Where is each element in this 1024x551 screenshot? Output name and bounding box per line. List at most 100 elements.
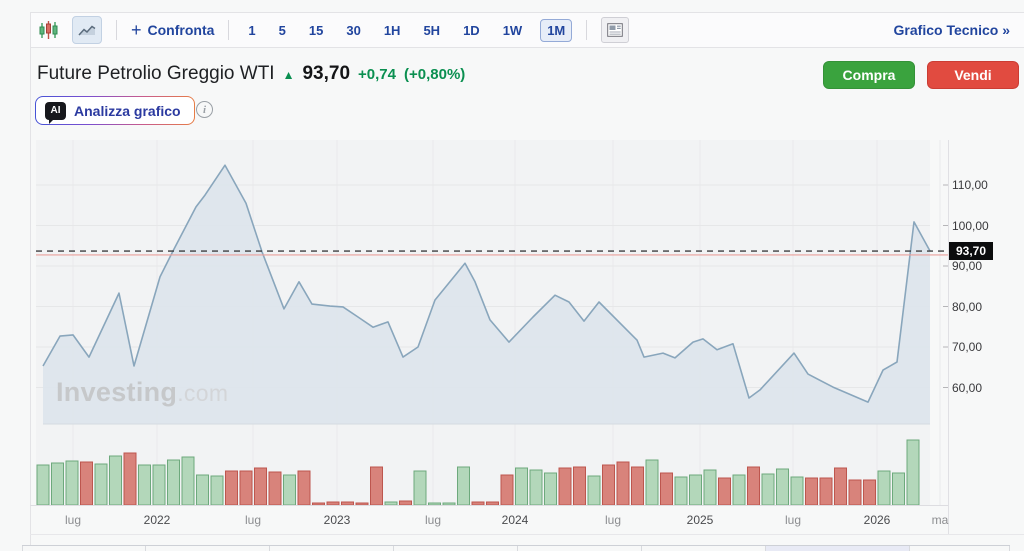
volume-bar xyxy=(239,470,253,505)
widget-left-border xyxy=(30,12,31,545)
x-axis-label: 2024 xyxy=(501,513,529,527)
price-change: +0,74 xyxy=(358,65,396,83)
table-cell xyxy=(394,546,518,551)
volume-bar xyxy=(631,466,644,505)
toolbar-separator xyxy=(228,20,230,40)
interval-1h[interactable]: 1H xyxy=(383,22,401,38)
last-price: 93,70 xyxy=(302,63,351,84)
table-cell xyxy=(518,546,642,551)
volume-bar xyxy=(312,502,325,505)
volume-bar xyxy=(442,502,456,505)
volume-bar xyxy=(906,439,920,505)
volume-bar xyxy=(167,459,180,505)
interval-15[interactable]: 15 xyxy=(308,22,324,38)
candlestick-chart-icon[interactable] xyxy=(39,19,58,41)
volume-bar xyxy=(341,501,354,505)
volume-bar xyxy=(877,470,891,505)
volume-bar xyxy=(283,474,296,505)
volume-bar xyxy=(196,474,209,505)
price-chart[interactable] xyxy=(30,140,948,505)
volume-bar xyxy=(36,464,50,505)
volume-bar xyxy=(210,475,224,505)
x-axis-label: lug xyxy=(64,513,81,527)
ai-badge-icon: AI xyxy=(45,101,66,124)
volume-bar xyxy=(384,501,398,505)
table-cell xyxy=(146,546,270,551)
price-line xyxy=(42,164,931,403)
interval-1d[interactable]: 1D xyxy=(463,22,480,38)
arrow-up-icon: ▲ xyxy=(282,68,295,82)
volume-bar xyxy=(776,468,789,505)
volume-bar xyxy=(892,472,905,505)
volume-bar xyxy=(863,479,876,505)
volume-bar xyxy=(109,455,122,505)
volume-bar xyxy=(370,466,383,505)
volume-bar xyxy=(515,467,528,505)
volume-bar xyxy=(326,501,340,505)
interval-buttons: 1 5 15 30 1H 5H 1D 1W 1M xyxy=(243,18,573,42)
volume-bar xyxy=(94,463,108,505)
ai-analyze-button[interactable]: AI Analizza grafico xyxy=(35,96,195,125)
volume-bar xyxy=(761,473,775,505)
volume-bar xyxy=(529,469,543,505)
x-axis-label: lug xyxy=(604,513,621,527)
volume-bar xyxy=(602,464,615,505)
volume-bar xyxy=(732,474,746,505)
chart-toolbar: + Confronta 1 5 15 30 1H 5H 1D 1W 1M Grafico Tec… xyxy=(31,12,1024,48)
volume-bar xyxy=(65,460,79,505)
news-layout-icon[interactable] xyxy=(601,17,630,43)
table-cell xyxy=(910,546,1010,551)
interval-30[interactable]: 30 xyxy=(346,22,361,38)
buy-button[interactable]: Compra xyxy=(823,61,915,89)
volume-bar xyxy=(399,500,412,505)
interval-5[interactable]: 5 xyxy=(278,22,286,38)
price-area xyxy=(43,165,930,424)
sell-button[interactable]: Vendi xyxy=(927,61,1019,89)
area-chart-icon[interactable] xyxy=(72,16,102,44)
volume-bar xyxy=(834,467,847,505)
y-axis-label: 100,00 xyxy=(952,218,989,233)
y-axis-label: 80,00 xyxy=(952,299,983,314)
table-cell xyxy=(766,546,910,551)
info-icon[interactable]: i xyxy=(196,101,213,118)
volume-bar xyxy=(674,476,688,505)
volume-bar xyxy=(819,477,833,505)
table-edge xyxy=(22,545,1010,551)
table-cell xyxy=(270,546,394,551)
axis-bottom-border xyxy=(30,534,1024,535)
toolbar-separator xyxy=(116,20,117,40)
x-axis-label: 2022 xyxy=(143,513,171,527)
interval-1[interactable]: 1 xyxy=(248,22,256,38)
interval-1m[interactable]: 1M xyxy=(540,18,573,42)
plus-icon: + xyxy=(131,20,142,40)
compare-button[interactable]: + Confronta xyxy=(131,20,215,40)
interval-1w[interactable]: 1W xyxy=(502,22,523,38)
x-axis-label: ma xyxy=(931,513,949,527)
volume-bar xyxy=(457,466,470,505)
volume-bar xyxy=(645,459,659,505)
volume-bar xyxy=(152,464,166,505)
axis-border xyxy=(948,140,949,534)
volume-bar xyxy=(225,470,238,505)
technical-chart-link[interactable]: Grafico Tecnico » xyxy=(893,22,1010,38)
volume-bar xyxy=(718,477,731,505)
interval-5h[interactable]: 5H xyxy=(423,22,441,38)
volume-bar xyxy=(123,452,137,505)
y-axis-label: 110,00 xyxy=(952,178,988,192)
volume-bar xyxy=(805,477,818,505)
table-cell xyxy=(642,546,766,551)
y-axis-label: 60,00 xyxy=(952,380,983,395)
volume-bar xyxy=(181,456,195,505)
volume-bar xyxy=(616,461,630,505)
toolbar-separator xyxy=(586,20,588,40)
instrument-title: Future Petrolio Greggio WTI xyxy=(37,63,275,84)
volume-bar xyxy=(254,467,267,505)
volume-bar xyxy=(51,462,64,505)
volume-bar xyxy=(268,471,282,505)
x-axis-label: lug xyxy=(424,513,441,527)
time-axis: lug 2022 lug 2023 lug 2024 lug 2025 lug 2026 ma xyxy=(0,513,1024,529)
volume-bar xyxy=(80,461,93,505)
volume-bar xyxy=(790,476,804,505)
volume-bar xyxy=(587,475,601,505)
y-axis-label: 90,00 xyxy=(952,259,983,273)
